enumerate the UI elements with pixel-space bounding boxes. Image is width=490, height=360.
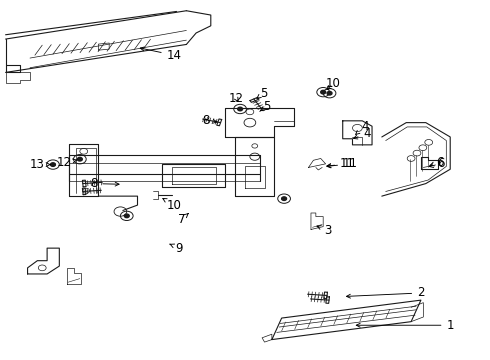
Text: 7: 7: [178, 213, 188, 226]
Text: 10: 10: [325, 77, 341, 90]
Text: 4: 4: [354, 127, 371, 140]
Circle shape: [124, 214, 129, 218]
Text: 5: 5: [260, 100, 270, 113]
Text: 8: 8: [202, 114, 217, 127]
Circle shape: [327, 91, 332, 95]
Text: 2: 2: [346, 287, 425, 300]
Circle shape: [77, 157, 82, 161]
Text: 12: 12: [57, 156, 77, 169]
Text: 4: 4: [356, 120, 368, 135]
Text: 14: 14: [140, 47, 182, 62]
Circle shape: [50, 163, 55, 166]
Text: 8: 8: [90, 177, 119, 190]
Text: 6: 6: [429, 157, 444, 170]
Text: 9: 9: [170, 242, 183, 255]
Circle shape: [282, 197, 287, 201]
Text: 11: 11: [327, 157, 358, 170]
Text: 12: 12: [229, 92, 244, 105]
Text: 1: 1: [356, 319, 454, 332]
Text: 5: 5: [257, 87, 267, 100]
Text: 11: 11: [327, 157, 355, 170]
Text: 13: 13: [30, 158, 50, 171]
Text: 6: 6: [430, 156, 443, 168]
Text: 3: 3: [317, 224, 332, 237]
Circle shape: [321, 90, 326, 94]
Circle shape: [238, 107, 243, 111]
Text: 10: 10: [163, 198, 182, 212]
